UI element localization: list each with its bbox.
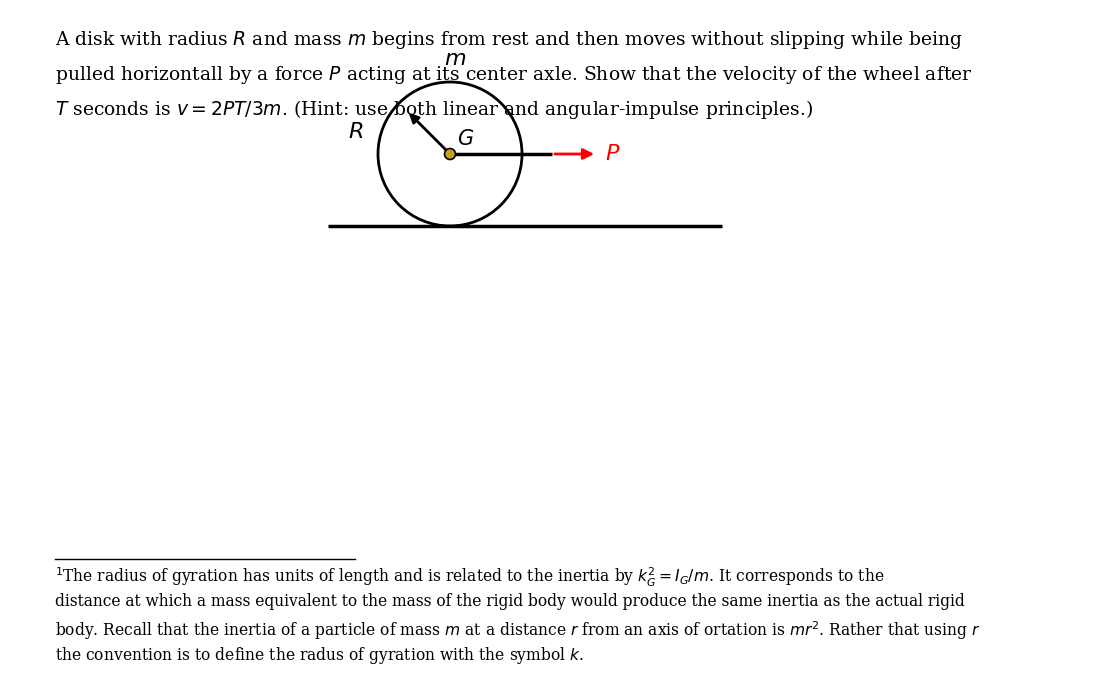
Text: distance at which a mass equivalent to the mass of the rigid body would produce : distance at which a mass equivalent to t… xyxy=(56,593,964,610)
Text: body. Recall that the inertia of a particle of mass $m$ at a distance $r$ from a: body. Recall that the inertia of a parti… xyxy=(56,619,981,641)
Text: A disk with radius $R$ and mass $m$ begins from rest and then moves without slip: A disk with radius $R$ and mass $m$ begi… xyxy=(56,29,962,51)
Text: $m$: $m$ xyxy=(444,48,467,70)
Text: $T$ seconds is $v = 2PT/3m$. (Hint: use both linear and angular-impulse principl: $T$ seconds is $v = 2PT/3m$. (Hint: use … xyxy=(56,98,813,121)
Text: $^{1}$The radius of gyration has units of length and is related to the inertia b: $^{1}$The radius of gyration has units o… xyxy=(56,566,884,589)
Text: pulled horizontall by a force $P$ acting at its center axle. Show that the veloc: pulled horizontall by a force $P$ acting… xyxy=(56,63,972,85)
Text: $P$: $P$ xyxy=(605,143,620,165)
Circle shape xyxy=(444,149,456,159)
Text: $R$: $R$ xyxy=(348,121,363,143)
Text: the convention is to define the radus of gyration with the symbol $k$.: the convention is to define the radus of… xyxy=(56,646,584,666)
Text: $G$: $G$ xyxy=(457,129,474,149)
